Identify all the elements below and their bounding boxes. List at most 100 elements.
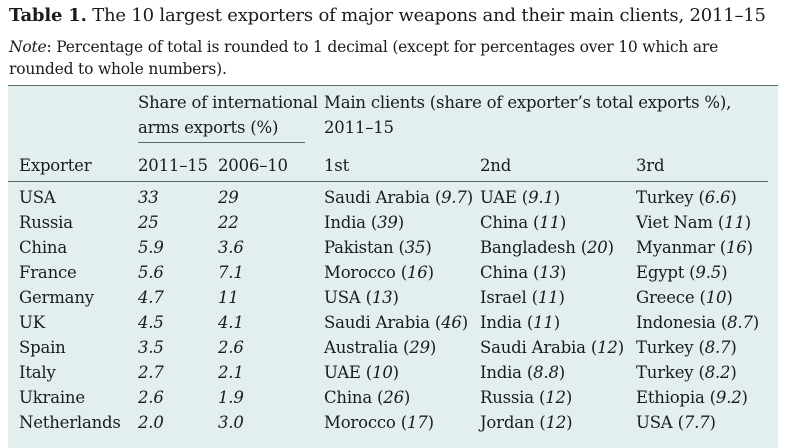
client-2: China (11) xyxy=(480,213,567,232)
client-name: Australia xyxy=(324,338,398,357)
client-share: 35 xyxy=(404,238,426,257)
client-3: Indonesia (8.7) xyxy=(636,313,760,332)
client-share: 11 xyxy=(539,213,560,232)
header-clients-line1: Main clients (share of exporter’s total … xyxy=(324,93,732,112)
client-2: Bangladesh (20) xyxy=(480,238,614,257)
header-clients-line2: 2011–15 xyxy=(324,118,394,137)
share-2011-15: 5.6 xyxy=(138,263,164,282)
client-name: Ethiopia xyxy=(636,388,705,407)
client-share: 12 xyxy=(545,388,566,407)
note-label: Note xyxy=(9,38,47,56)
client-1: Australia (29) xyxy=(324,338,437,357)
header-exporter: Exporter xyxy=(19,156,92,175)
client-share: 10 xyxy=(705,288,727,307)
client-3: Myanmar (16) xyxy=(636,238,753,257)
header-2nd: 2nd xyxy=(480,156,512,175)
share-2011-15: 2.7 xyxy=(138,363,164,382)
share-2011-15: 33 xyxy=(138,188,159,207)
client-share: 20 xyxy=(586,238,608,257)
exporter-name: UK xyxy=(19,313,45,332)
share-2011-15: 25 xyxy=(138,213,159,232)
client-name: Turkey xyxy=(636,363,694,382)
client-2: India (8.8) xyxy=(480,363,566,382)
client-1: China (26) xyxy=(324,388,411,407)
client-name: China xyxy=(480,263,528,282)
client-share: 16 xyxy=(725,238,747,257)
client-name: Turkey xyxy=(636,188,694,207)
client-name: Pakistan xyxy=(324,238,394,257)
exporter-name: Netherlands xyxy=(19,413,121,432)
client-1: India (39) xyxy=(324,213,404,232)
client-name: Morocco xyxy=(324,263,396,282)
table-panel: Share of international arms exports (%) … xyxy=(8,85,778,448)
client-share: 11 xyxy=(724,213,745,232)
client-name: Morocco xyxy=(324,413,396,432)
table-title: Table 1. The 10 largest exporters of maj… xyxy=(9,5,766,26)
exporter-name: Spain xyxy=(19,338,66,357)
share-2006-10: 2.6 xyxy=(218,338,244,357)
client-share: 13 xyxy=(539,263,560,282)
exporter-name: Russia xyxy=(19,213,73,232)
client-1: Saudi Arabia (46) xyxy=(324,313,468,332)
client-3: USA (7.7) xyxy=(636,413,716,432)
header-3rd: 3rd xyxy=(636,156,665,175)
client-1: Pakistan (35) xyxy=(324,238,432,257)
client-share: 9.7 xyxy=(441,188,467,207)
client-share: 13 xyxy=(371,288,393,307)
exporter-name: China xyxy=(19,238,67,257)
client-name: Viet Nam xyxy=(636,213,713,232)
exporter-name: USA xyxy=(19,188,56,207)
header-share-line2: arms exports (%) xyxy=(138,118,279,137)
exporter-name: Ukraine xyxy=(19,388,85,407)
share-2006-10: 3.0 xyxy=(218,413,244,432)
client-share: 8.7 xyxy=(727,313,753,332)
header-1st: 1st xyxy=(324,156,349,175)
client-name: UAE xyxy=(480,188,517,207)
share-2011-15: 2.0 xyxy=(138,413,164,432)
client-share: 8.2 xyxy=(704,363,731,382)
header-rule xyxy=(8,181,768,182)
share-2006-10: 7.1 xyxy=(218,263,244,282)
client-share: 29 xyxy=(409,338,430,357)
client-2: Israel (11) xyxy=(480,288,565,307)
client-2: China (13) xyxy=(480,263,567,282)
client-name: UAE xyxy=(324,363,361,382)
header-share-line1: Share of international xyxy=(138,93,318,112)
client-name: China xyxy=(324,388,372,407)
client-share: 12 xyxy=(597,338,618,357)
client-share: 39 xyxy=(377,213,398,232)
client-2: Jordan (12) xyxy=(480,413,573,432)
client-name: Greece xyxy=(636,288,695,307)
client-name: Saudi Arabia xyxy=(324,313,430,332)
share-2006-10: 29 xyxy=(218,188,239,207)
note-text: : Percentage of total is rounded to 1 de… xyxy=(9,38,719,78)
client-share: 16 xyxy=(406,263,428,282)
client-name: India xyxy=(324,213,366,232)
client-2: UAE (9.1) xyxy=(480,188,560,207)
client-share: 12 xyxy=(545,413,567,432)
client-name: Egypt xyxy=(636,263,685,282)
client-name: China xyxy=(480,213,528,232)
client-share: 46 xyxy=(441,313,462,332)
header-2011-15: 2011–15 xyxy=(138,156,208,175)
share-2006-10: 22 xyxy=(218,213,239,232)
share-2006-10: 3.6 xyxy=(218,238,244,257)
client-name: Myanmar xyxy=(636,238,715,257)
client-share: 10 xyxy=(372,363,393,382)
client-name: Bangladesh xyxy=(480,238,576,257)
client-name: Jordan xyxy=(480,413,535,432)
share-2006-10: 4.1 xyxy=(218,313,244,332)
share-2011-15: 4.5 xyxy=(138,313,164,332)
client-1: Morocco (16) xyxy=(324,263,434,282)
share-2011-15: 4.7 xyxy=(138,288,164,307)
client-share: 17 xyxy=(406,413,428,432)
client-3: Turkey (8.2) xyxy=(636,363,737,382)
client-name: India xyxy=(480,313,522,332)
exporter-name: France xyxy=(19,263,77,282)
client-3: Egypt (9.5) xyxy=(636,263,728,282)
header-share-rule xyxy=(138,142,305,143)
client-3: Viet Nam (11) xyxy=(636,213,752,232)
share-2006-10: 11 xyxy=(218,288,239,307)
client-name: India xyxy=(480,363,522,382)
client-share: 8.7 xyxy=(704,338,731,357)
